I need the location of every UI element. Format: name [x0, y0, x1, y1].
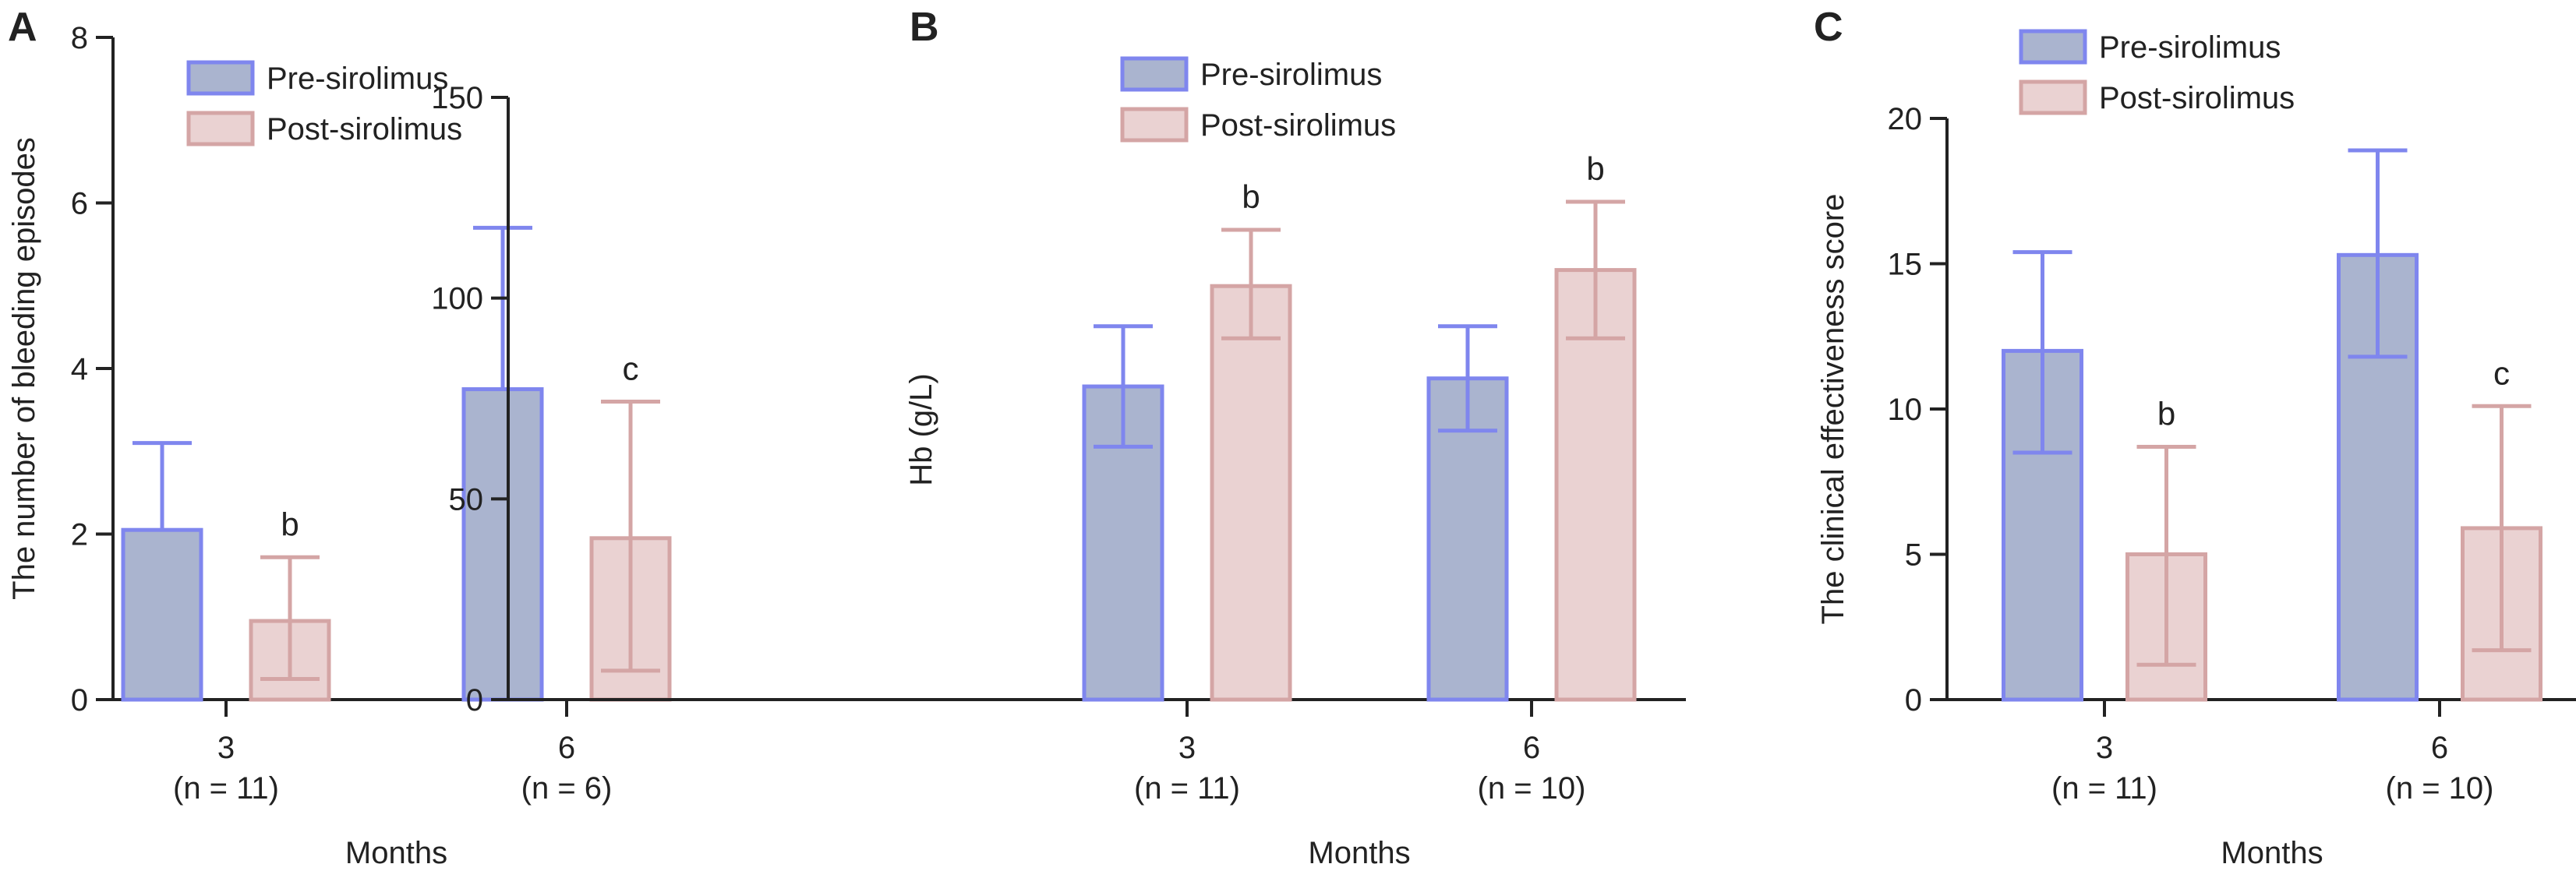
- legend-label: Post-sirolimus: [1200, 108, 1396, 143]
- x-tick-sublabel: (n = 11): [2051, 771, 2157, 806]
- y-axis-label: The number of bleeding episodes: [7, 137, 41, 600]
- x-axis-label: Months: [345, 836, 447, 870]
- legend-label: Post-sirolimus: [2099, 81, 2295, 115]
- x-tick-label: 3: [1178, 731, 1196, 765]
- bar-pre-sirolimus: [2337, 252, 2419, 702]
- y-tick-label: 8: [71, 21, 88, 55]
- panel-letter: C: [1814, 5, 1843, 50]
- panel-c: C 0 5 10 15 20 The clinical effectiveness scor…: [1814, 5, 2576, 870]
- legend-swatch: [2019, 29, 2087, 65]
- y-tick-label: 20: [1888, 102, 1923, 136]
- legend-label: Pre-sirolimus: [2099, 30, 2281, 65]
- significance-label: c: [2493, 354, 2510, 391]
- y-tick-label: 50: [449, 482, 484, 517]
- y-tick-label: 4: [71, 352, 88, 386]
- bar-post-sirolimus: [1210, 284, 1292, 702]
- legend-swatch: [186, 60, 255, 96]
- bar-pre-sirolimus: [121, 527, 203, 702]
- x-tick-label: 3: [217, 731, 235, 765]
- bar-pre-sirolimus: [461, 387, 544, 702]
- y-tick-label: 15: [1888, 248, 1923, 282]
- x-tick-label: 6: [558, 731, 575, 765]
- legend-swatch: [1120, 56, 1189, 92]
- y-tick-label: 5: [1905, 538, 1922, 573]
- y-tick-label: 10: [1888, 393, 1923, 427]
- x-tick-label: 6: [2431, 731, 2448, 765]
- significance-label: b: [1586, 150, 1604, 187]
- x-axis-label: Months: [1308, 836, 1410, 870]
- y-tick-label: 100: [431, 282, 483, 316]
- x-tick-sublabel: (n = 10): [1478, 771, 1586, 806]
- y-tick-label: 150: [431, 81, 483, 115]
- y-axis-label: The clinical effectiveness score: [1816, 194, 1850, 625]
- bar-pre-sirolimus: [1082, 384, 1164, 702]
- y-tick-label: 0: [1905, 683, 1922, 718]
- x-tick-sublabel: (n = 6): [521, 771, 613, 806]
- legend-swatch: [1120, 107, 1189, 143]
- panel-b: B 0 50 100 150 Hb (g/L) 3 (n = 11) 6 (n = 10) b b Mo…: [431, 5, 1686, 870]
- y-tick-label: 6: [71, 187, 88, 221]
- x-axis-label: Months: [2221, 836, 2323, 870]
- legend-label: Post-sirolimus: [267, 112, 462, 146]
- x-tick-sublabel: (n = 10): [2386, 771, 2494, 806]
- legend-label: Pre-sirolimus: [1200, 58, 1382, 92]
- legend-label: Pre-sirolimus: [267, 62, 448, 96]
- y-axis-label: Hb (g/L): [904, 373, 938, 486]
- x-tick-label: 6: [1523, 731, 1540, 765]
- x-tick-sublabel: (n = 11): [173, 771, 279, 806]
- bar-post-sirolimus: [1554, 268, 1637, 702]
- legend-swatch: [186, 111, 255, 146]
- panel-a: A 0 2 4 6 8 The number of bleeding episodes 3 (n…: [7, 5, 762, 870]
- y-tick-label: 0: [71, 683, 88, 718]
- x-tick-sublabel: (n = 11): [1134, 771, 1240, 806]
- panel-letter: B: [910, 5, 939, 50]
- significance-label: b: [281, 506, 299, 542]
- significance-label: b: [2157, 395, 2175, 432]
- x-tick-label: 3: [2096, 731, 2113, 765]
- panel-letter: A: [8, 5, 37, 50]
- significance-label: c: [623, 351, 639, 387]
- legend-swatch: [2019, 79, 2087, 115]
- y-tick-label: 2: [71, 518, 88, 552]
- y-tick-label: 0: [466, 683, 483, 718]
- significance-label: b: [1242, 178, 1260, 215]
